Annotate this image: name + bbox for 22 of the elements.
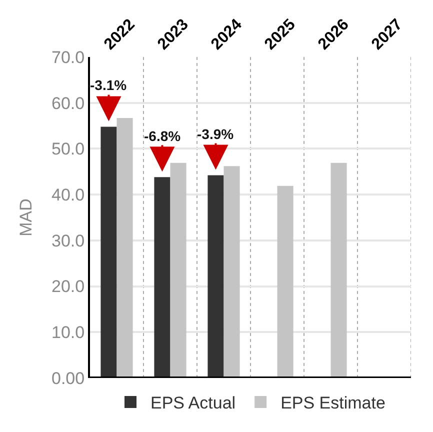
bar	[208, 175, 224, 378]
y-axis-title: MAD	[16, 198, 36, 236]
bar	[170, 162, 186, 378]
y-tick-label: 0.00	[52, 368, 85, 388]
annotation: -6.8%	[144, 128, 182, 144]
annotation: -3.9%	[197, 126, 234, 142]
legend-label: EPS Estimate	[280, 394, 386, 413]
y-tick-label: 20.0	[52, 277, 85, 296]
y-tick-label: 70.0	[52, 48, 85, 67]
y-tick-label: 40.0	[52, 186, 85, 205]
y-tick-label: 30.0	[52, 231, 85, 250]
y-tick-label: 50.0	[52, 140, 85, 159]
bar	[154, 177, 170, 378]
bar	[224, 166, 240, 378]
bar	[116, 118, 133, 378]
bar	[330, 162, 347, 378]
legend-label: EPS Actual	[150, 394, 236, 413]
bar	[277, 186, 294, 378]
y-tick-label: 10.0	[52, 323, 85, 342]
y-tick-label: 60.0	[52, 94, 85, 113]
bar	[100, 126, 117, 378]
annotation: -3.1%	[90, 77, 128, 93]
